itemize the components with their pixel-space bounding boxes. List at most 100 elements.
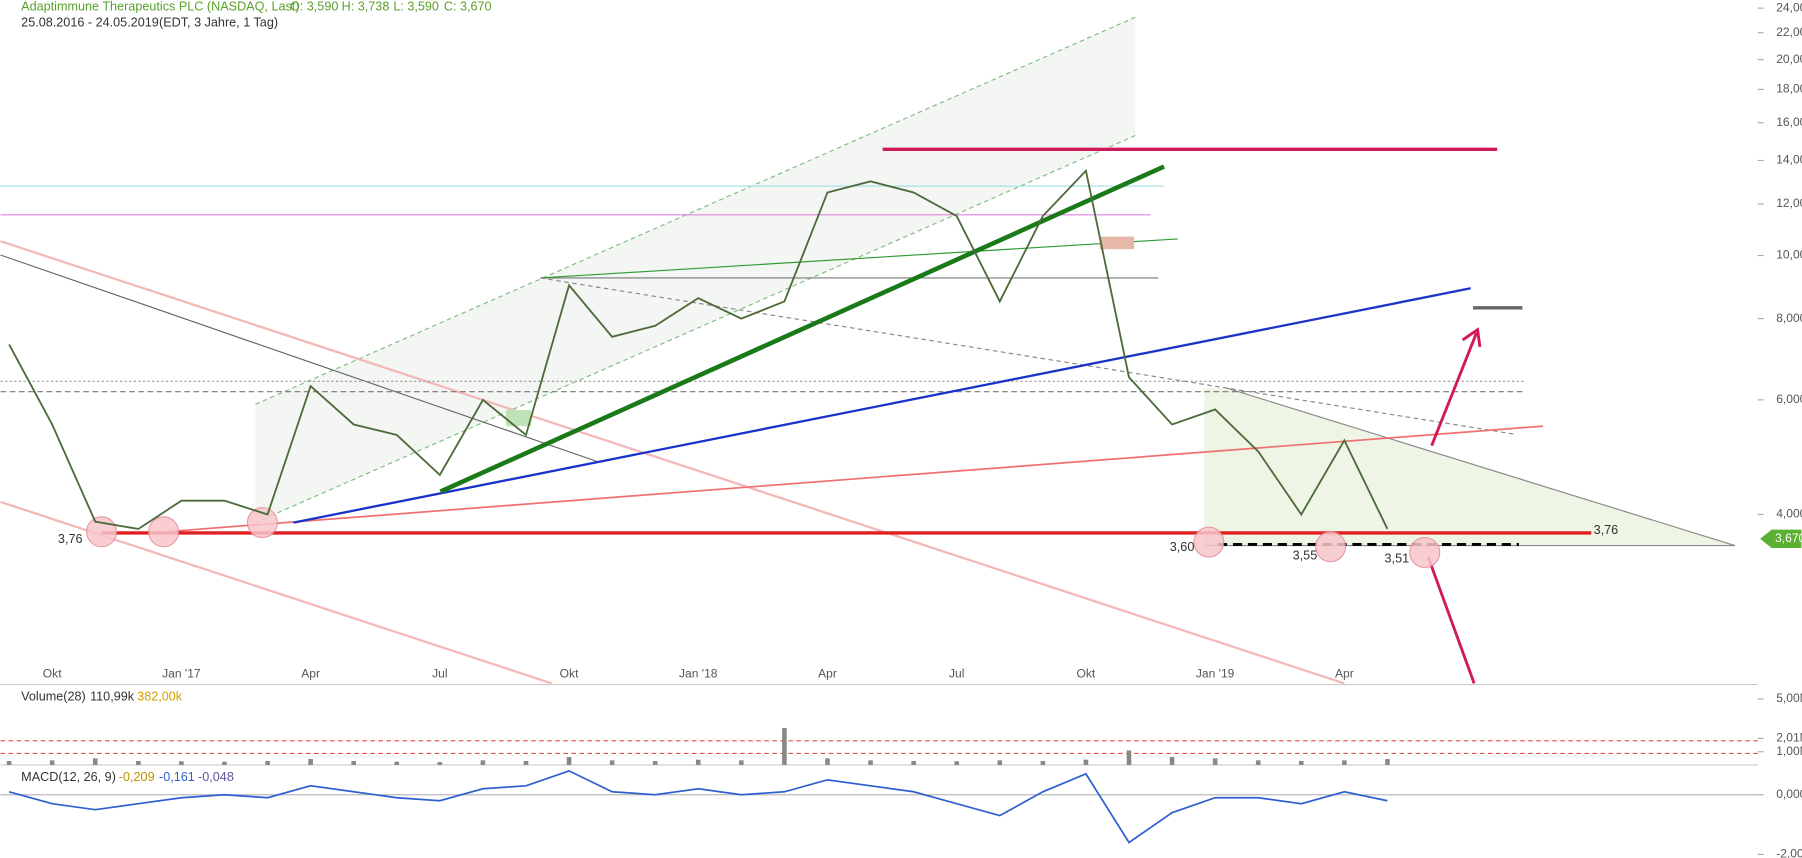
macd-stat: -0,161 xyxy=(159,770,195,784)
y-tick-label: 14,000 xyxy=(1776,153,1802,167)
volume-bar xyxy=(782,727,787,765)
ohlc: C: 3,670 xyxy=(444,0,492,13)
y-tick-label: 22,000 xyxy=(1776,25,1802,39)
x-tick-label: Okt xyxy=(1077,666,1096,680)
annotation: 3,76 xyxy=(58,532,83,546)
marker xyxy=(1315,531,1347,563)
volume-bar xyxy=(739,760,744,765)
volume-bar xyxy=(136,761,141,765)
marker xyxy=(86,516,118,548)
annotation: 3,60 xyxy=(1170,540,1195,554)
x-tick-label: Jul xyxy=(949,666,964,680)
annotation: 3,76 xyxy=(1594,523,1619,537)
x-tick-label: Okt xyxy=(560,666,579,680)
triangle-fill xyxy=(1204,388,1735,546)
y-tick-label: 2,01M xyxy=(1776,731,1802,745)
price-line xyxy=(8,168,1389,530)
volume-bar xyxy=(92,758,98,765)
volume-bar xyxy=(265,761,270,765)
macd-title: MACD(12, 26, 9) xyxy=(21,770,116,784)
volume-bar xyxy=(308,759,313,765)
y-tick-label: 8,000 xyxy=(1776,311,1802,325)
channel-line xyxy=(0,240,1345,685)
x-tick-label: Jan '17 xyxy=(162,666,201,680)
trend-line xyxy=(164,425,1544,533)
y-tick-label: -2,000 xyxy=(1776,847,1802,858)
y-tick-label: 18,000 xyxy=(1776,82,1802,96)
volume-bar xyxy=(437,762,443,765)
zone xyxy=(505,410,532,427)
annotation: 3,51 xyxy=(1385,552,1410,566)
volume-bar xyxy=(609,760,615,765)
arrow xyxy=(1426,556,1476,684)
x-tick-label: Jan '18 xyxy=(679,666,718,680)
volume-bar xyxy=(997,760,1003,765)
channel-fill xyxy=(255,17,1136,523)
volume-stat: 382,00k xyxy=(137,690,183,704)
volume-bar xyxy=(1169,757,1175,765)
volume-bar xyxy=(480,760,486,765)
volume-bar xyxy=(222,761,227,765)
volume-bar xyxy=(1385,759,1390,765)
volume-bar xyxy=(868,760,873,765)
volume-title: Volume(28) xyxy=(21,690,86,704)
annotation: 3,55 xyxy=(1293,548,1318,562)
x-tick-label: Okt xyxy=(43,666,62,680)
y-tick-label: 0,000 xyxy=(1776,787,1802,801)
volume-bar xyxy=(1212,758,1218,765)
volume-bar xyxy=(1342,760,1347,765)
volume-bar xyxy=(566,757,572,765)
marker xyxy=(148,516,180,548)
volume-bar xyxy=(49,760,55,765)
y-tick-label: 4,000 xyxy=(1776,507,1802,521)
trend-line xyxy=(439,164,1165,494)
volume-bar xyxy=(652,761,658,765)
ohlc: H: 3,738 xyxy=(342,0,390,13)
volume-bar xyxy=(394,761,400,765)
date-range: 25.08.2016 - 24.05.2019 xyxy=(21,15,159,29)
volume-bar xyxy=(1040,761,1046,765)
volume-bar xyxy=(911,761,916,765)
ohlc: O: 3,590 xyxy=(290,0,338,13)
markers xyxy=(86,507,1441,568)
trend-line xyxy=(293,287,1471,524)
arrow xyxy=(1430,332,1478,447)
volume-bar xyxy=(1126,750,1132,765)
volume-bar xyxy=(1083,759,1089,765)
drawings xyxy=(0,16,1736,685)
volume-stat: 110,99k xyxy=(90,690,135,704)
y-tick-label: 24,000 xyxy=(1776,0,1802,14)
macd-stat: -0,048 xyxy=(198,770,234,784)
price-line xyxy=(8,769,1388,844)
ohlc: L: 3,590 xyxy=(393,0,439,13)
trend-line xyxy=(540,238,1178,279)
marker xyxy=(1409,536,1441,568)
zone xyxy=(1099,236,1135,250)
marker xyxy=(246,507,278,539)
volume-bar xyxy=(825,758,830,765)
x-tick-label: Jan '19 xyxy=(1196,666,1235,680)
y-tick-label: 12,000 xyxy=(1776,196,1802,210)
volume-bar xyxy=(179,761,184,765)
y-tick-label: 16,000 xyxy=(1776,115,1802,129)
macd-stat: -0,209 xyxy=(119,770,155,784)
volume-bar xyxy=(1255,760,1261,765)
price-tag-label: 3,670 xyxy=(1775,531,1802,545)
trend-line xyxy=(540,277,1515,435)
volume-bar xyxy=(954,761,960,765)
volume-bar xyxy=(695,759,701,765)
trend-line xyxy=(0,254,598,463)
info: (EDT, 3 Jahre, 1 Tag) xyxy=(159,15,278,29)
x-tick-label: Apr xyxy=(818,666,837,680)
y-tick-label: 20,000 xyxy=(1776,52,1802,66)
volume-bar xyxy=(6,761,12,765)
x-tick-label: Apr xyxy=(1335,666,1354,680)
x-tick-label: Apr xyxy=(301,666,320,680)
y-tick-label: 5,00M xyxy=(1776,691,1802,705)
y-tick-label: 10,000 xyxy=(1776,248,1802,262)
arrow-head xyxy=(1461,327,1482,348)
price-tag xyxy=(1760,529,1802,548)
title: Adaptimmune Therapeutics PLC (NASDAQ, La… xyxy=(21,0,299,13)
marker xyxy=(1193,526,1225,558)
